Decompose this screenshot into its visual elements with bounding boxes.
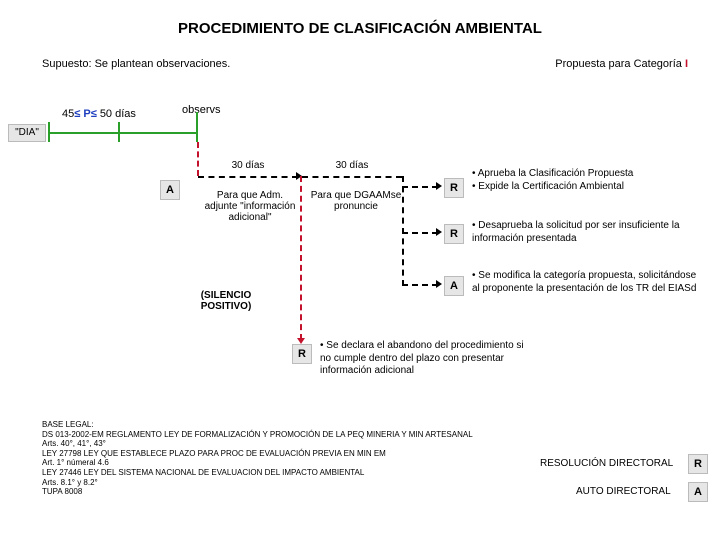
outcome-r3: • Se declara el abandono del procedimien… — [320, 340, 528, 378]
r-box-footer: R — [688, 454, 708, 474]
arrow-a1 — [436, 280, 442, 288]
a-box-right: A — [444, 276, 464, 296]
num45: 45 — [62, 108, 74, 120]
arrow-r1 — [436, 182, 442, 190]
base7: Arts. 8.1° y 8.2° — [42, 478, 473, 488]
dash-30b — [302, 176, 402, 178]
base2: DS 013-2002-EM REGLAMENTO LEY DE FORMALI… — [42, 430, 473, 440]
red-vert-mid — [300, 176, 302, 340]
tick-end — [196, 112, 198, 142]
proposal-prefix: Propuesta para Categoría — [555, 58, 685, 70]
dgaam-text: Para que DGAAMse pronuncie — [306, 190, 406, 212]
red-vert-observs — [197, 142, 199, 176]
base-legal: BASE LEGAL: DS 013-2002-EM REGLAMENTO LE… — [42, 420, 473, 497]
tick-mid — [118, 122, 120, 142]
dia-box: "DIA" — [8, 124, 46, 142]
timeline-line — [48, 132, 196, 134]
period-30b: 30 días — [322, 160, 382, 171]
base1: BASE LEGAL: — [42, 420, 473, 430]
dash-30a — [198, 176, 298, 178]
P-symbol: P — [83, 108, 90, 120]
proposal-category: Propuesta para Categoría I — [555, 58, 688, 70]
adm-text: Para que Adm. adjunte "información adici… — [202, 190, 298, 223]
base8: TUPA 8008 — [42, 487, 473, 497]
base4: LEY 27798 LEY QUE ESTABLECE PLAZO PARA P… — [42, 449, 473, 459]
subtitle: Supuesto: Se plantean observaciones. — [42, 58, 230, 70]
num50: 50 días — [100, 108, 136, 120]
resolucion-label: RESOLUCIÓN DIRECTORAL — [540, 458, 673, 469]
auto-label: AUTO DIRECTORAL — [576, 486, 671, 497]
outcome-a1: • Se modifica la categoría propuesta, so… — [472, 270, 702, 295]
branch-a1 — [402, 284, 438, 286]
base6: LEY 27446 LEY DEL SISTEMA NACIONAL DE EV… — [42, 468, 473, 478]
r-box-2: R — [444, 224, 464, 244]
silencio: (SILENCIO POSITIVO) — [186, 290, 266, 312]
tick-start — [48, 122, 50, 142]
branch-r2 — [402, 232, 438, 234]
r-box-3: R — [292, 344, 312, 364]
base5: Art. 1° númeral 4.6 — [42, 458, 473, 468]
arrow-r2 — [436, 228, 442, 236]
base3: Arts. 40°, 41°, 43° — [42, 439, 473, 449]
outcome-r1: • Aprueba la Clasificación Propuesta • E… — [472, 168, 702, 193]
observs-label: observs — [182, 104, 221, 116]
timeline-label: 45≤ P≤ 50 días — [62, 108, 136, 120]
period-30a: 30 días — [218, 160, 278, 171]
a-box-footer: A — [688, 482, 708, 502]
a-box-left: A — [160, 180, 180, 200]
outcome-r2: • Desaprueba la solicitud por ser insufi… — [472, 220, 702, 245]
proposal-roman: I — [685, 58, 688, 70]
page-title: PROCEDIMIENTO DE CLASIFICACIÓN AMBIENTAL — [0, 20, 720, 37]
branch-r1 — [402, 186, 438, 188]
r-box-1: R — [444, 178, 464, 198]
leq1: ≤ — [74, 108, 80, 120]
leq2: ≤ — [91, 108, 97, 120]
